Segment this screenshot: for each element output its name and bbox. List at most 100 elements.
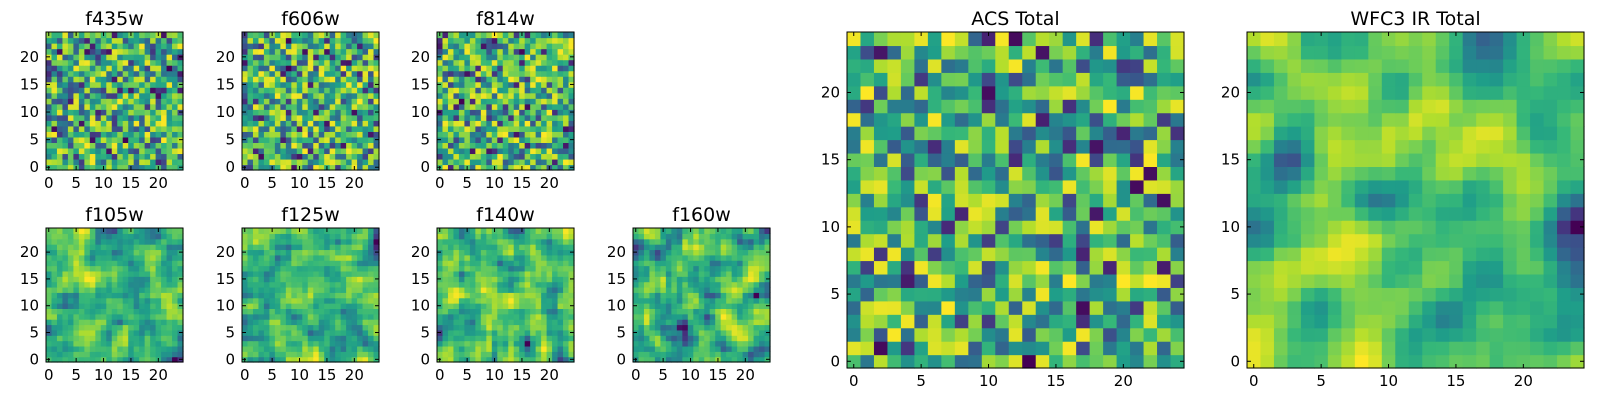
- heatmap-cell: [155, 125, 162, 132]
- heatmap-cell: [458, 147, 465, 155]
- heatmap-cell: [258, 356, 265, 363]
- x-tick-label: 15: [317, 366, 336, 384]
- heatmap-cell: [502, 125, 509, 132]
- heatmap-cell: [715, 297, 722, 304]
- heatmap-cell: [67, 319, 74, 326]
- heatmap-cell: [1103, 233, 1118, 248]
- heatmap-cell: [318, 340, 325, 347]
- heatmap-cell: [497, 238, 504, 245]
- heatmap-cell: [1089, 327, 1104, 342]
- heatmap-cell: [166, 43, 173, 50]
- heatmap-cell: [67, 324, 74, 331]
- heatmap-cell: [563, 303, 570, 309]
- heatmap-cell: [106, 114, 113, 121]
- heatmap-cell: [67, 147, 74, 155]
- heatmap-cell: [546, 120, 553, 127]
- heatmap-cell: [335, 125, 342, 132]
- heatmap-cell: [552, 164, 559, 171]
- heatmap-cell: [1116, 300, 1131, 315]
- heatmap-cell: [480, 164, 487, 171]
- heatmap-cell: [715, 324, 722, 331]
- heatmap-cell: [252, 313, 260, 320]
- heatmap-cell: [340, 76, 347, 83]
- heatmap-cell: [519, 98, 526, 105]
- heatmap-cell: [530, 147, 537, 155]
- heatmap-cell: [128, 114, 135, 121]
- heatmap-cell: [563, 120, 570, 127]
- heatmap-cell: [486, 32, 493, 39]
- heatmap-cell: [166, 276, 173, 283]
- heatmap-cell: [568, 147, 575, 155]
- heatmap-cell: [676, 319, 683, 326]
- heatmap-cell: [340, 136, 347, 143]
- heatmap-cell: [753, 313, 760, 320]
- heatmap-cell: [89, 32, 96, 39]
- heatmap-cell: [313, 103, 320, 110]
- heatmap-cell: [263, 265, 270, 272]
- heatmap-cell: [995, 179, 1010, 194]
- heatmap-cell: [453, 351, 460, 358]
- heatmap-cell: [546, 303, 553, 309]
- heatmap-cell: [335, 153, 342, 160]
- heatmap-cell: [447, 164, 455, 171]
- heatmap-cell: [56, 254, 64, 261]
- heatmap-cell: [100, 131, 107, 138]
- heatmap-cell: [56, 233, 64, 240]
- heatmap-cell: [67, 114, 74, 121]
- heatmap-cell: [172, 59, 179, 66]
- heatmap-cell: [67, 153, 74, 160]
- heatmap-cell: [73, 329, 80, 336]
- heatmap-cell: [715, 292, 722, 299]
- heatmap-cell: [161, 120, 168, 127]
- heatmap-cell: [242, 270, 249, 277]
- heatmap-cell: [497, 136, 504, 143]
- heatmap-cell: [133, 351, 140, 358]
- heatmap-cell: [252, 92, 260, 99]
- heatmap-cell: [62, 98, 69, 105]
- heatmap-cell: [638, 254, 645, 261]
- heatmap-cell: [95, 37, 102, 44]
- heatmap-cell: [340, 335, 347, 342]
- heatmap-cell: [128, 103, 135, 110]
- heatmap-cell: [524, 48, 531, 55]
- heatmap-cell: [122, 286, 129, 293]
- heatmap-cell: [172, 340, 179, 347]
- heatmap-cell: [900, 247, 915, 262]
- heatmap-cell: [296, 329, 303, 336]
- heatmap-cell: [1062, 314, 1077, 329]
- heatmap-cell: [117, 238, 124, 245]
- heatmap-cell: [274, 292, 281, 299]
- heatmap-cell: [95, 345, 102, 352]
- heatmap-cell: [698, 319, 705, 326]
- heatmap-cell: [665, 228, 672, 234]
- heatmap-cell: [860, 327, 875, 342]
- heatmap-cell: [497, 244, 504, 251]
- heatmap-cell: [649, 254, 656, 261]
- heatmap-cell: [698, 356, 705, 363]
- heatmap-cell: [726, 313, 733, 320]
- heatmap-cell: [340, 308, 347, 315]
- heatmap-cell: [161, 142, 168, 149]
- heatmap-cell: [704, 281, 711, 288]
- heatmap-cell: [860, 179, 875, 194]
- heatmap-cell: [704, 249, 711, 256]
- heatmap-cell: [307, 65, 314, 72]
- heatmap-cell: [502, 131, 509, 138]
- heatmap-cell: [155, 303, 162, 309]
- heatmap-cell: [458, 249, 465, 256]
- heatmap-cell: [95, 265, 102, 272]
- heatmap-cell: [469, 37, 476, 44]
- heatmap-cell: [447, 340, 455, 347]
- heatmap-cell: [335, 70, 342, 77]
- heatmap-cell: [486, 147, 493, 155]
- heatmap-cell: [887, 327, 902, 342]
- heatmap-cell: [447, 37, 455, 44]
- heatmap-cell: [643, 345, 651, 352]
- heatmap-cell: [335, 37, 342, 44]
- heatmap-cell: [280, 142, 287, 149]
- heatmap-cell: [128, 54, 135, 61]
- heatmap-cell: [274, 131, 281, 138]
- heatmap-cell: [524, 32, 531, 39]
- heatmap-cell: [78, 131, 85, 138]
- heatmap-cell: [106, 131, 113, 138]
